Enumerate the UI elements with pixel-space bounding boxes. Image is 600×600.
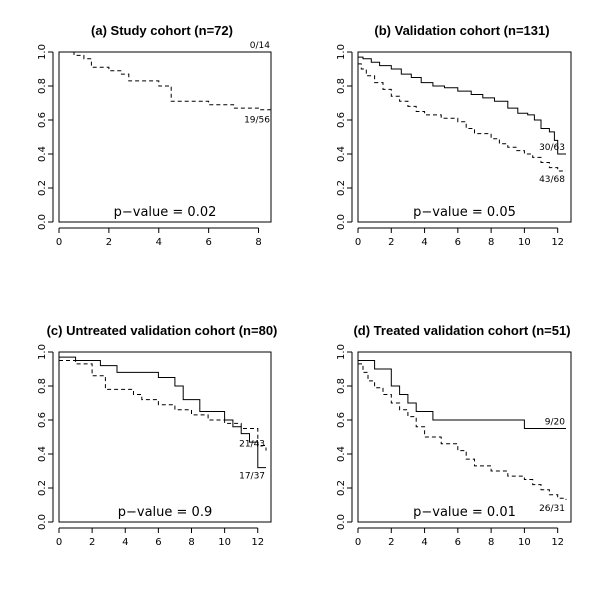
curve-end-label: 17/37 xyxy=(239,472,265,482)
x-tick-label: 12 xyxy=(251,537,264,548)
curve-end-label: 19/56 xyxy=(244,116,270,126)
curve-end-label: 26/31 xyxy=(539,504,565,514)
y-tick-label: 0.6 xyxy=(37,112,48,128)
curve-end-label: 9/20 xyxy=(545,418,565,428)
y-tick-label: 0.8 xyxy=(336,78,347,94)
panel-study-cohort: (a) Study cohort (n=72) 0.0 0.2 0.4 0.6 0.8 1… xyxy=(37,23,272,248)
y-tick-label: 0.0 xyxy=(37,214,48,230)
curve-end-label: 0/14 xyxy=(250,41,270,51)
x-tick-label: 4 xyxy=(421,537,427,548)
y-tick-label: 0.8 xyxy=(336,378,347,394)
y-tick-label: 0.6 xyxy=(37,412,48,428)
x-tick-label: 0 xyxy=(56,537,62,548)
y-tick-label: 0.0 xyxy=(336,514,347,530)
y-tick-label: 0.2 xyxy=(336,480,347,496)
plot-frame xyxy=(58,351,272,523)
x-tick-label: 6 xyxy=(155,537,161,548)
y-tick-label: 0.8 xyxy=(37,78,48,94)
plot-frame xyxy=(357,351,572,523)
y-tick-label: 0.2 xyxy=(37,480,48,496)
panel-title: (d) Treated validation cohort (n=51) xyxy=(353,323,570,338)
x-tick-label: 6 xyxy=(455,237,461,248)
x-tick-label: 8 xyxy=(255,237,261,248)
curve-end-label: 21/43 xyxy=(239,440,265,450)
x-tick-label: 6 xyxy=(455,537,461,548)
y-tick-label: 0.8 xyxy=(37,378,48,394)
survival-curve-solid xyxy=(358,360,566,429)
x-tick-label: 4 xyxy=(156,237,162,248)
y-tick-label: 0.6 xyxy=(336,412,347,428)
survival-curve-solid xyxy=(59,356,266,469)
x-tick-label: 0 xyxy=(56,237,62,248)
x-tick-label: 2 xyxy=(89,537,95,548)
survival-curve-solid xyxy=(358,56,566,155)
y-tick-label: 1.0 xyxy=(37,344,48,360)
y-tick-label: 0.0 xyxy=(336,214,347,230)
y-tick-label: 0.4 xyxy=(37,446,48,462)
y-tick-label: 0.4 xyxy=(336,146,347,162)
plot-frame xyxy=(357,51,572,223)
y-tick-label: 0.2 xyxy=(336,180,347,196)
survival-curve-dashed xyxy=(59,51,272,112)
y-tick-label: 1.0 xyxy=(336,44,347,60)
x-tick-label: 12 xyxy=(551,237,564,248)
y-tick-label: 0.4 xyxy=(37,146,48,162)
x-tick-label: 8 xyxy=(488,537,494,548)
survival-curve-dashed xyxy=(59,360,267,451)
x-tick-label: 10 xyxy=(518,537,531,548)
x-tick-label: 0 xyxy=(355,237,361,248)
y-tick-label: 1.0 xyxy=(336,344,347,360)
y-tick-label: 0.4 xyxy=(336,446,347,462)
x-tick-label: 2 xyxy=(388,537,394,548)
y-tick-label: 0.2 xyxy=(37,180,48,196)
y-tick-label: 1.0 xyxy=(37,44,48,60)
y-tick-label: 0.6 xyxy=(336,112,347,128)
curve-end-label: 43/68 xyxy=(539,175,565,185)
panel-title: (a) Study cohort (n=72) xyxy=(91,23,233,38)
x-tick-label: 12 xyxy=(551,537,564,548)
p-value-label: p−value = 0.05 xyxy=(413,205,516,220)
x-tick-label: 2 xyxy=(388,237,394,248)
survival-curve-dashed xyxy=(358,363,567,500)
panel-title: (c) Untreated validation cohort (n=80) xyxy=(47,323,278,338)
panel-validation-cohort: (b) Validation cohort (n=131) 0.0 0.2 0.4 0… xyxy=(336,23,572,248)
x-tick-label: 8 xyxy=(488,237,494,248)
panel-treated-validation-cohort: (d) Treated validation cohort (n=51) 0.0… xyxy=(336,323,572,548)
survival-curve-dashed xyxy=(358,63,566,172)
y-tick-label: 0.0 xyxy=(37,514,48,530)
x-tick-label: 10 xyxy=(218,537,231,548)
x-tick-label: 6 xyxy=(205,237,211,248)
p-value-label: p−value = 0.02 xyxy=(114,205,217,220)
x-tick-label: 2 xyxy=(106,237,112,248)
x-tick-label: 10 xyxy=(518,237,531,248)
plot-frame xyxy=(58,51,272,223)
x-tick-label: 0 xyxy=(355,537,361,548)
panel-untreated-validation-cohort: (c) Untreated validation cohort (n=80) 0… xyxy=(37,323,277,548)
curve-end-label: 30/63 xyxy=(539,143,565,153)
p-value-label: p−value = 0.9 xyxy=(118,505,213,520)
p-value-label: p−value = 0.01 xyxy=(413,505,516,520)
panel-title: (b) Validation cohort (n=131) xyxy=(374,23,549,38)
x-tick-label: 8 xyxy=(188,537,194,548)
x-tick-label: 4 xyxy=(421,237,427,248)
x-tick-label: 4 xyxy=(122,537,128,548)
